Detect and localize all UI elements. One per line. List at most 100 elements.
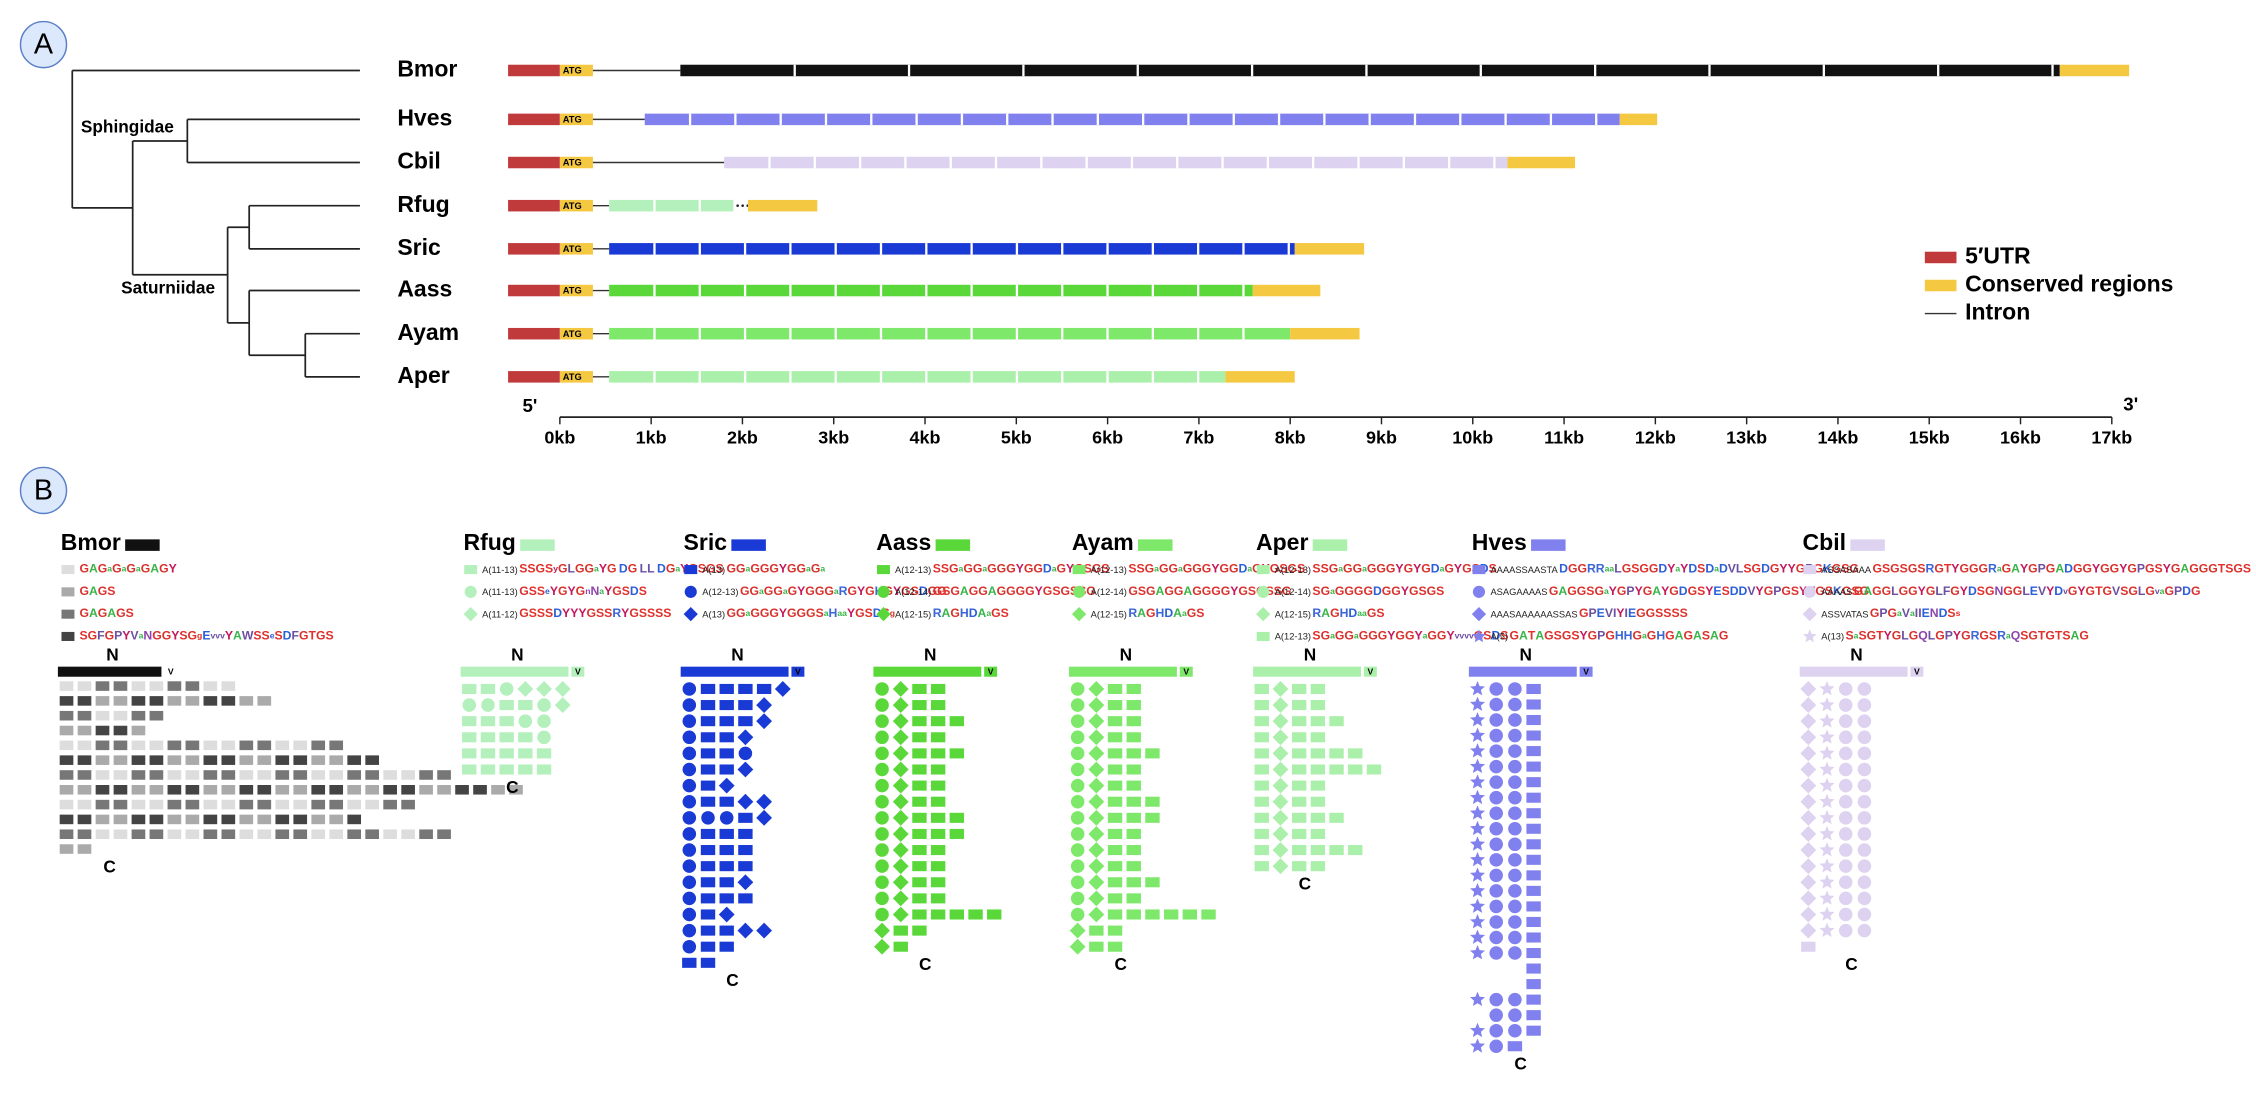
- repeat-unit: [892, 842, 909, 858]
- repeat-unit: [113, 755, 128, 765]
- repeat-unit: [239, 770, 254, 780]
- repeat-unit: [1800, 793, 1817, 810]
- repeat-unit: [473, 784, 487, 795]
- repeat-unit: [874, 922, 890, 939]
- tree: [71, 69, 360, 378]
- repeat-unit: [185, 829, 200, 840]
- repeat-unit: [1107, 732, 1123, 743]
- motif-sequence: SSGaGGaGGGYGGDaGYGSGS: [933, 562, 1110, 576]
- repeat-unit: [95, 829, 110, 840]
- repeat-unit: [1107, 893, 1123, 904]
- repeat-unit: [1310, 796, 1326, 807]
- repeat-unit: [59, 799, 74, 810]
- repeat-unit: [682, 939, 697, 954]
- repeat-unit: [311, 829, 326, 840]
- repeat-unit: [1145, 877, 1160, 888]
- repeat-unit: [1254, 683, 1269, 694]
- repeat-unit: [1469, 820, 1486, 836]
- repeat-unit: [59, 844, 74, 854]
- n-label: N: [511, 644, 523, 664]
- repeat-unit: [347, 770, 362, 780]
- repeat-unit: [113, 799, 128, 810]
- repeat-unit: [554, 697, 571, 713]
- repeat-unit: [1088, 729, 1105, 746]
- repeat-unit: [892, 809, 909, 826]
- repeat-unit: [537, 714, 551, 728]
- repeat-unit: [700, 796, 716, 807]
- repeat-unit: [1126, 828, 1141, 839]
- repeat-unit: [437, 829, 451, 840]
- repeat-unit: [329, 770, 344, 780]
- repeat-unit: [536, 681, 552, 697]
- repeat-unit: [311, 784, 326, 795]
- repeat-unit: [185, 784, 200, 795]
- repeat-unit: [131, 681, 146, 691]
- repeat-unit: [1088, 745, 1105, 762]
- atg-box: [559, 64, 593, 77]
- repeat-unit: [1857, 682, 1872, 696]
- repeat-unit: [1857, 811, 1872, 825]
- repeat-unit: [1489, 1039, 1503, 1053]
- species-label: Ayam: [397, 319, 459, 345]
- repeat-unit: [1070, 907, 1085, 922]
- repeat-unit: [1088, 793, 1105, 810]
- repeat-unit: [61, 565, 75, 575]
- repeat-unit: [365, 784, 379, 795]
- repeat-unit: [311, 770, 326, 780]
- repeat-unit: [874, 938, 890, 955]
- repeat-unit: [1088, 874, 1105, 891]
- repeat-unit: [1126, 748, 1141, 759]
- repeat-unit: [167, 814, 182, 825]
- repeat-unit: [149, 710, 164, 721]
- repeat-unit: [95, 725, 110, 736]
- repeat-unit: [1838, 794, 1853, 809]
- repeat-unit: [1472, 565, 1486, 575]
- repeat-unit: [1329, 845, 1344, 856]
- repeat-unit: [1800, 713, 1817, 730]
- repeat-unit: [221, 755, 236, 765]
- repeat-unit: [1526, 963, 1541, 974]
- repeat-unit: [1469, 929, 1486, 944]
- n-terminal: [1069, 666, 1177, 677]
- repeat-unit: [1070, 811, 1085, 825]
- motif-sequence: GAGAGS: [79, 606, 133, 620]
- repeat-unit: [203, 784, 218, 795]
- repeat-unit: [131, 696, 146, 706]
- repeat-unit: [1329, 812, 1344, 823]
- v-label: V: [1367, 667, 1373, 677]
- repeat-unit: [401, 770, 415, 780]
- repeat-unit: [719, 764, 734, 775]
- species-label: Cbil: [397, 148, 440, 174]
- repeat-unit: [1469, 1022, 1486, 1038]
- repeat-unit: [738, 746, 753, 761]
- repeat-unit: [1819, 697, 1835, 712]
- repeat-unit: [1291, 716, 1307, 727]
- repeat-unit: [930, 893, 946, 904]
- repeat-unit: [203, 681, 218, 691]
- repeat-unit: [737, 729, 754, 746]
- repeat-unit: [1254, 716, 1269, 727]
- repeat-unit: [930, 732, 946, 743]
- repeat-unit: [912, 909, 927, 920]
- repeat-unit: [59, 814, 74, 825]
- repeat-unit: [1526, 854, 1541, 865]
- repeat-unit: [149, 770, 164, 780]
- repeat-unit: [1489, 728, 1503, 743]
- n-terminal: [460, 666, 569, 677]
- n-label: N: [731, 644, 743, 664]
- repeat-unit: [912, 812, 927, 823]
- clade-label: Sphingidae: [81, 117, 174, 137]
- repeat-unit: [167, 829, 182, 840]
- repeat-unit: [383, 829, 397, 840]
- repeat-unit: [1800, 809, 1817, 826]
- repeat-unit: [1329, 764, 1344, 775]
- repeat-unit: [275, 740, 290, 751]
- motif-prefix: A(12-13): [895, 565, 931, 575]
- repeat-unit: [1526, 916, 1541, 927]
- conserved-region: [747, 199, 818, 212]
- legend-swatch: [1924, 251, 1957, 264]
- utr: [508, 113, 560, 126]
- repeat-unit: [113, 770, 128, 780]
- repeat-unit: [1310, 861, 1326, 872]
- repeat-unit: [1107, 845, 1123, 856]
